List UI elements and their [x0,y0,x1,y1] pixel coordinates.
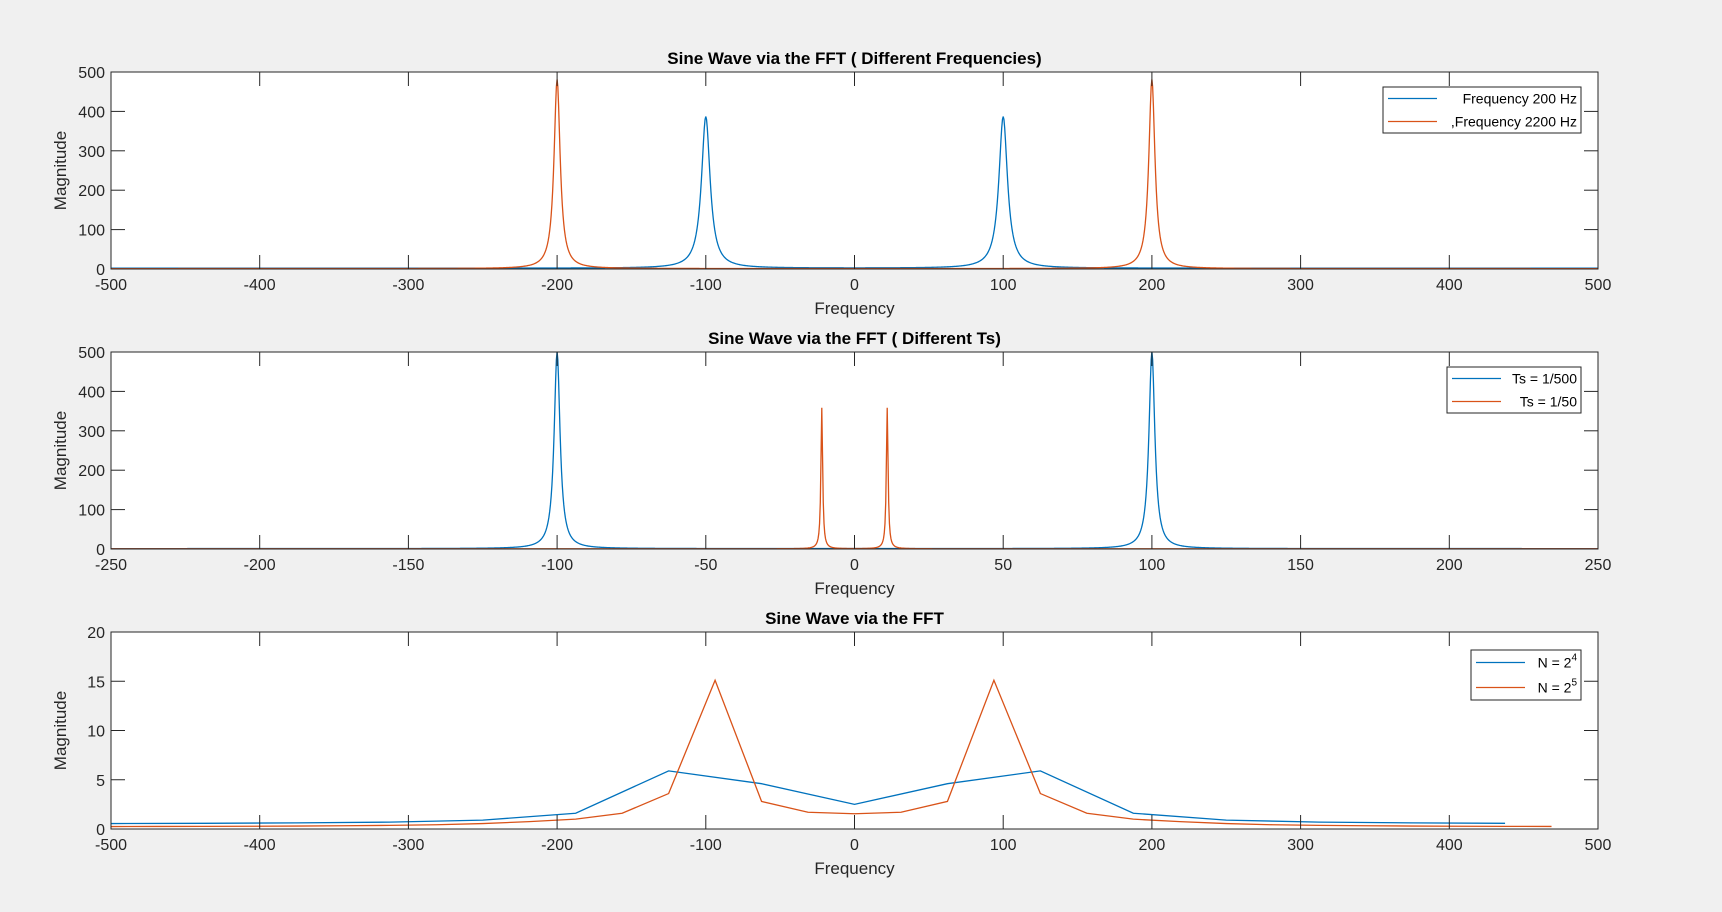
legend-label-1: N = 24 [1538,653,1578,671]
legend-label-2: N = 25 [1538,678,1578,696]
x-tick-label: 100 [990,837,1017,854]
x-tick-label: 400 [1436,837,1463,854]
legend-label-2: Ts = 1/50 [1520,394,1577,410]
x-tick-label: -100 [541,557,573,574]
y-tick-label: 0 [96,822,105,839]
y-tick-label: 400 [78,104,105,121]
legend-box [1382,86,1582,134]
x-tick-label: -100 [690,837,722,854]
x-axis-label: Frequency [814,859,895,878]
chart-title: Sine Wave via the FFT ( Different Freque… [667,49,1041,68]
y-tick-label: 15 [87,674,105,691]
x-tick-label: -200 [541,277,573,294]
x-tick-label: -200 [541,837,573,854]
x-tick-label: 50 [994,557,1012,574]
x-tick-label: -150 [392,557,424,574]
legend-box [1446,366,1582,414]
x-tick-label: 500 [1585,837,1612,854]
x-tick-label: 100 [990,277,1017,294]
y-axis-label: Magnitude [51,411,70,490]
x-tick-label: 400 [1436,277,1463,294]
y-tick-label: 100 [78,223,105,240]
chart-title: Sine Wave via the FFT ( Different Ts) [708,329,1001,348]
x-axis-label: Frequency [814,579,895,598]
x-tick-label: -300 [392,277,424,294]
legend-label-exponent: 5 [1571,678,1577,689]
x-tick-label: 0 [850,557,859,574]
y-tick-label: 200 [78,463,105,480]
y-tick-label: 0 [96,262,105,279]
legend-label-exponent: 4 [1571,653,1577,664]
x-tick-label: 0 [850,277,859,294]
x-axis-label: Frequency [814,299,895,318]
legend-label-2: ,Frequency 2200 Hz [1451,114,1577,130]
plot-area [111,352,1598,549]
legend: Frequency 200 Hz ,Frequency 2200 Hz [1382,86,1582,134]
y-tick-label: 500 [78,345,105,362]
x-tick-label: -300 [392,837,424,854]
x-tick-label: -400 [244,277,276,294]
chart-title: Sine Wave via the FFT [765,609,944,628]
x-tick-label: 200 [1436,557,1463,574]
plot-area [111,632,1598,829]
x-tick-label: -400 [244,837,276,854]
subplot-1: -500 -400 -300 -200 -100 0 100 200 300 400 500 0 100… [51,49,1611,318]
x-tick-label: -200 [244,557,276,574]
x-tick-label: 250 [1585,557,1612,574]
legend: Ts = 1/500 Ts = 1/50 [1446,366,1582,414]
y-tick-label: 5 [96,773,105,790]
x-tick-label: 200 [1139,277,1166,294]
x-tick-label: 200 [1139,837,1166,854]
x-tick-label: -100 [690,277,722,294]
y-tick-label: 20 [87,625,105,642]
x-tick-label: 0 [850,837,859,854]
x-tick-label: -50 [694,557,717,574]
subplot-2: -250 -200 -150 -100 -50 0 50 100 150 200 250 0 100 20… [51,329,1611,598]
x-tick-label: 300 [1287,837,1314,854]
x-tick-label: 150 [1287,557,1314,574]
y-axis-label: Magnitude [51,131,70,210]
y-tick-label: 0 [96,542,105,559]
x-tick-label: -500 [95,277,127,294]
y-axis-label: Magnitude [51,691,70,770]
y-tick-label: 500 [78,65,105,82]
x-tick-label: -500 [95,837,127,854]
legend: N = 24 N = 25 [1470,649,1582,701]
y-tick-label: 300 [78,144,105,161]
y-tick-label: 10 [87,724,105,741]
series-line-1 [111,770,1506,825]
y-tick-label: 100 [78,503,105,520]
y-tick-label: 400 [78,384,105,401]
x-tick-label: -250 [95,557,127,574]
subplot-3: -500 -400 -300 -200 -100 0 100 200 300 400 500 0 5 10… [51,609,1611,878]
x-tick-label: 300 [1287,277,1314,294]
legend-box [1470,649,1582,701]
legend-label-1: Ts = 1/500 [1512,371,1577,387]
series-line-2 [111,678,1552,828]
x-tick-label: 500 [1585,277,1612,294]
y-tick-label: 200 [78,183,105,200]
plot-area [111,72,1598,269]
legend-label-1: Frequency 200 Hz [1463,91,1577,107]
x-tick-label: 100 [1139,557,1166,574]
y-tick-label: 300 [78,424,105,441]
